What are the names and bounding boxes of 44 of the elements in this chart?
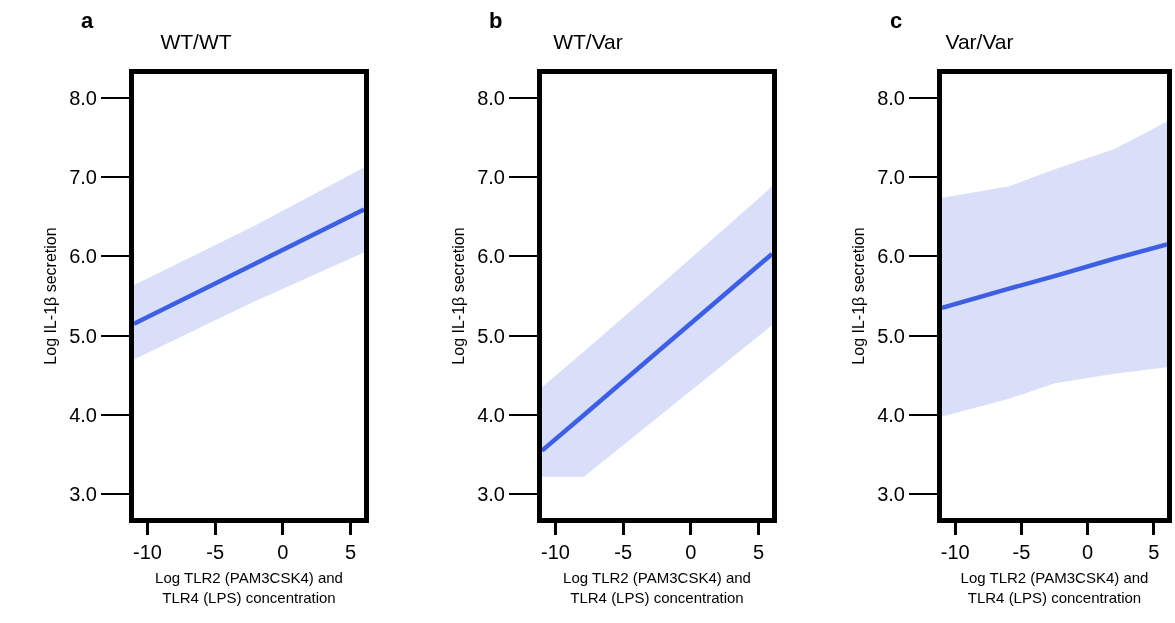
- y-tick-label: 5.0: [477, 324, 505, 347]
- y-tick-label: 8.0: [877, 86, 905, 109]
- y-tick-label: 8.0: [69, 86, 97, 109]
- x-tick-label: -5: [206, 541, 225, 563]
- y-tick-label: 6.0: [877, 245, 905, 268]
- x-axis-title: Log TLR2 (PAM3CSK4) and TLR4 (LPS) concentration: [960, 569, 1149, 606]
- x-tick-label: -10: [133, 541, 162, 563]
- chart-title: WT/Var: [553, 30, 623, 54]
- x-axis-title: Log TLR2 (PAM3CSK4) and TLR4 (LPS) concentration: [155, 569, 343, 606]
- y-tick-label: 3.0: [477, 483, 505, 506]
- x-tick-label: 5: [344, 541, 357, 563]
- text: b: [489, 8, 503, 33]
- y-tick-label: 7.0: [69, 166, 97, 189]
- y-tick-label: 4.0: [69, 403, 97, 426]
- y-axis-title: Log IL-1β secretion: [450, 227, 468, 365]
- y-tick-label: 5.0: [69, 324, 97, 347]
- x-tick-label: -10: [940, 541, 970, 563]
- y-tick-label: 4.0: [877, 403, 905, 426]
- text: a: [81, 8, 94, 33]
- y-tick-label: 5.0: [877, 324, 905, 347]
- y-tick-label: 6.0: [477, 245, 505, 268]
- x-tick-label: 0: [277, 541, 289, 563]
- x-tick-label: 5: [752, 541, 765, 563]
- y-tick-label: 6.0: [69, 245, 97, 268]
- x-axis-title: Log TLR2 (PAM3CSK4) and TLR4 (LPS) concentration: [563, 569, 751, 606]
- text: c: [890, 8, 903, 33]
- y-tick-label: 3.0: [69, 483, 97, 506]
- chart-title: WT/WT: [160, 30, 232, 54]
- y-tick-label: 8.0: [477, 86, 505, 109]
- line-series: [542, 251, 772, 453]
- y-axis-title: Log IL-1β secretion: [42, 227, 60, 365]
- y-tick-label: 3.0: [877, 483, 905, 506]
- x-tick-label: 0: [1082, 541, 1094, 563]
- chart-title: Var/Var: [945, 30, 1014, 54]
- x-tick-label: -5: [1012, 541, 1031, 563]
- x-tick-label: -10: [541, 541, 570, 563]
- line-series: [942, 242, 1167, 311]
- y-tick-label: 4.0: [477, 403, 505, 426]
- x-tick-label: -5: [614, 541, 633, 563]
- x-tick-label: 0: [685, 541, 697, 563]
- y-tick-label: 7.0: [877, 166, 905, 189]
- y-axis-title: Log IL-1β secretion: [850, 227, 868, 365]
- y-tick-label: 7.0: [477, 166, 505, 189]
- x-tick-label: 5: [1148, 541, 1160, 563]
